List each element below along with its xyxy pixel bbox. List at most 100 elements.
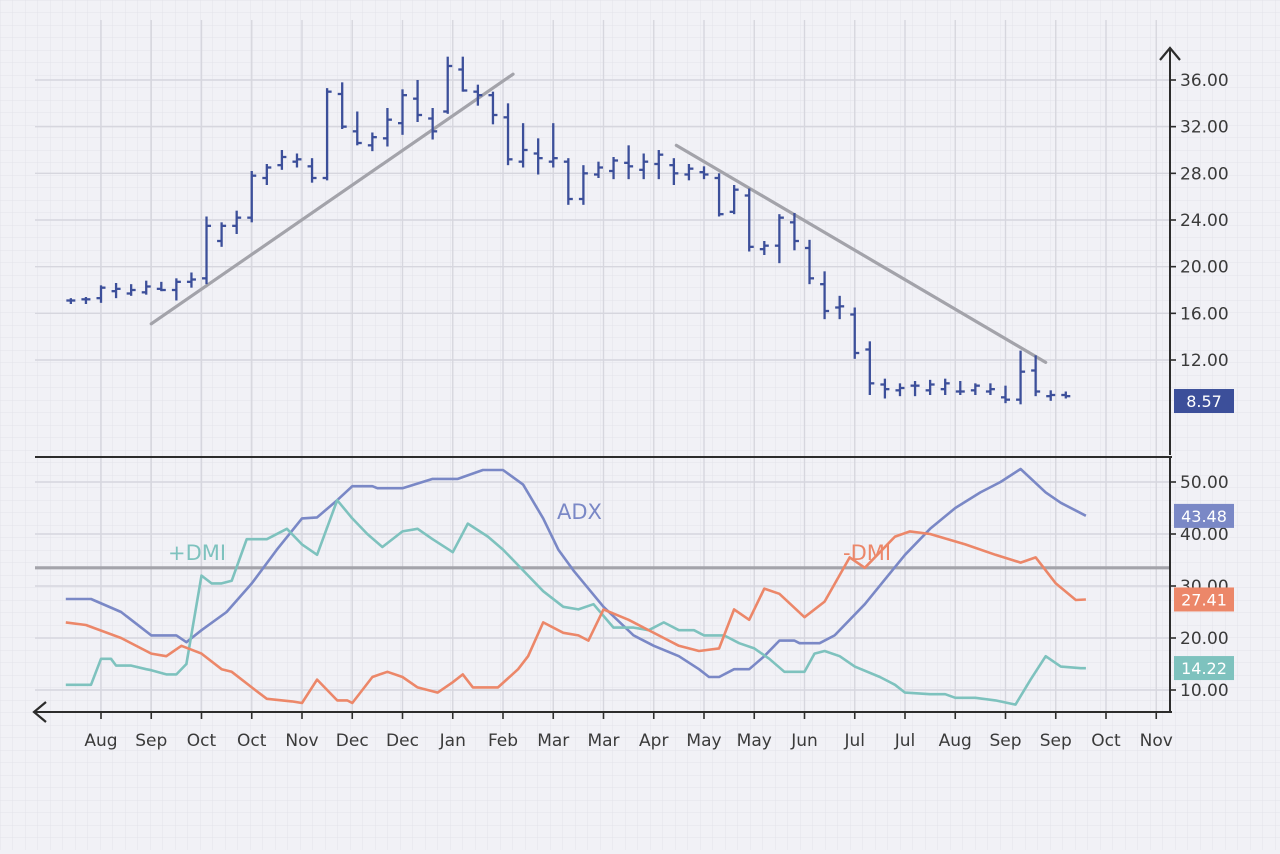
x-tick-label: Mar <box>587 731 619 751</box>
x-tick-label: Nov <box>285 731 318 751</box>
x-tick-label: Jan <box>439 731 466 751</box>
ohlc-bar <box>669 158 679 185</box>
ohlc-bar <box>217 222 227 247</box>
ohlc-bar <box>141 280 151 295</box>
x-tick-label: Apr <box>639 731 668 751</box>
x-tick-label: Aug <box>84 731 117 751</box>
ohlc-bar <box>443 56 453 114</box>
ohlc-bar <box>699 166 709 180</box>
ohlc-bar <box>322 88 332 181</box>
ohlc-bar <box>1046 390 1056 401</box>
x-tick-label: Aug <box>939 731 972 751</box>
ohlc-bar <box>1031 355 1041 397</box>
trendline-2 <box>674 143 1048 364</box>
ohlc-bar <box>714 173 724 217</box>
last-value-badge-dmi-text: 14.22 <box>1181 659 1227 678</box>
x-tick-label: Oct <box>237 731 267 751</box>
y-tick-label: 24.00 <box>1180 211 1229 231</box>
last-price-badge-box <box>1174 389 1234 414</box>
x-tick-label: May <box>686 731 721 751</box>
ohlc-bar <box>789 213 799 251</box>
ohlc-bar <box>654 150 664 180</box>
y-tick-label: 32.00 <box>1180 118 1229 138</box>
x-tick-label: Dec <box>386 731 419 751</box>
x-tick-label: Jul <box>894 731 916 751</box>
last-value-badge-dmi-box <box>1174 587 1234 612</box>
ohlc-bar <box>820 271 830 320</box>
series-line-dmi <box>65 498 1086 706</box>
major-grid <box>35 20 1170 712</box>
x-tick-label: Feb <box>488 731 518 751</box>
ohlc-bar <box>729 185 739 215</box>
ohlc-bar <box>352 111 362 146</box>
last-value-badge-dmi: 27.41 <box>1174 587 1234 612</box>
last-value-badge-dmi-text: 27.41 <box>1181 590 1227 609</box>
ohlc-bar <box>684 164 694 181</box>
ohlc-bar <box>744 188 754 252</box>
last-value-badge-dmi-box <box>1174 656 1234 681</box>
y-tick-label: 10.00 <box>1180 681 1229 701</box>
series-label-adx: ADX <box>557 500 602 524</box>
y-tick-label: 36.00 <box>1180 71 1229 91</box>
ohlc-bar <box>292 153 302 168</box>
ohlc-bar <box>307 158 317 183</box>
ohlc-bar <box>367 132 377 152</box>
ohlc-bar <box>578 165 588 205</box>
ohlc-bar <box>277 150 287 170</box>
ohlc-bar <box>186 272 196 288</box>
last-price-badge: 8.57 <box>1174 389 1234 414</box>
ohlc-bar <box>428 108 438 140</box>
ohlc-bar <box>398 89 407 135</box>
last-value-badge-adx-text: 43.48 <box>1181 507 1227 526</box>
x-tick-label: Mar <box>537 731 569 751</box>
ohlc-bar <box>639 153 649 180</box>
ohlc-bar <box>970 383 980 395</box>
ohlc-bar <box>895 383 905 397</box>
y-tick-label: 16.00 <box>1180 304 1229 324</box>
ohlc-bar <box>835 295 845 320</box>
ohlc-bar <box>262 164 272 185</box>
ohlc-bar <box>413 80 423 122</box>
ohlc-bar <box>458 56 468 92</box>
ohlc-bar <box>865 341 875 395</box>
series-line-dmi <box>65 530 1086 705</box>
ohlc-bar <box>337 82 347 129</box>
x-tick-label: Jul <box>843 731 865 751</box>
ohlc-bar <box>609 157 619 180</box>
x-tick-label: Sep <box>989 731 1021 751</box>
ohlc-bar <box>593 161 603 178</box>
ohlc-bar <box>111 283 121 299</box>
price-panel <box>66 56 1071 405</box>
ohlc-bar <box>548 123 558 168</box>
ohlc-bar <box>805 239 815 285</box>
ohlc-bar <box>533 138 543 175</box>
x-tick-label: Nov <box>1140 731 1173 751</box>
last-price-badge-text: 8.57 <box>1186 392 1222 411</box>
x-tick-label: Sep <box>1040 731 1072 751</box>
series-label-dmi: +DMI <box>168 541 226 565</box>
ohlc-bar <box>940 378 950 395</box>
ohlc-bar <box>850 307 860 359</box>
ohlc-bar <box>171 278 181 301</box>
y-tick-label: 50.00 <box>1180 473 1229 493</box>
last-value-badge-dmi: 14.22 <box>1174 656 1234 681</box>
ohlc-bar <box>910 381 920 397</box>
y-tick-label: 28.00 <box>1180 164 1229 184</box>
indicator-panel: ADX +DMI -DMI <box>35 467 1170 706</box>
x-tick-label: Jun <box>790 731 818 751</box>
ohlc-bar <box>563 158 573 205</box>
ohlc-bar <box>96 285 106 303</box>
ohlc-bar <box>202 216 212 285</box>
ohlc-bar <box>66 298 76 304</box>
x-tick-label: Sep <box>135 731 167 751</box>
x-tick-label: Oct <box>187 731 217 751</box>
ohlc-bar <box>985 383 995 395</box>
ohlc-bar <box>126 284 136 296</box>
x-axis-arrow-icon <box>32 701 47 723</box>
price-axis-arrow-icon <box>1159 46 1181 61</box>
ohlc-bar <box>624 145 634 180</box>
y-tick-label: 20.00 <box>1180 258 1229 278</box>
ohlc-bar <box>382 108 392 147</box>
